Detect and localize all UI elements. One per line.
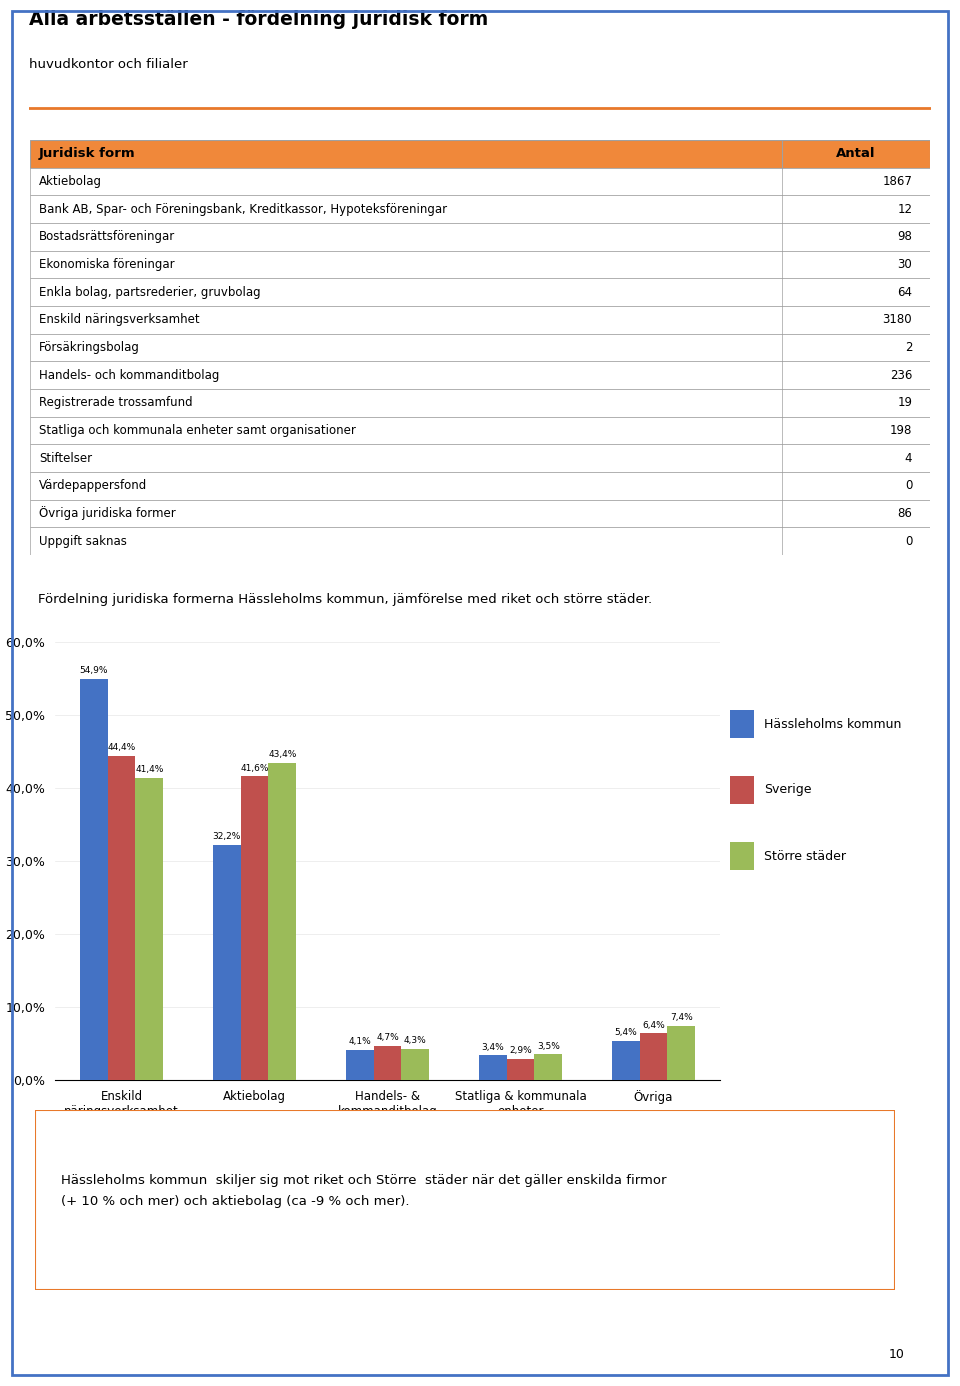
Text: 43,4%: 43,4% — [268, 750, 297, 760]
Text: 10: 10 — [888, 1349, 904, 1361]
Text: 4: 4 — [904, 452, 912, 464]
Bar — [535, 1055, 563, 1080]
Text: 32,2%: 32,2% — [212, 832, 241, 841]
Bar — [30, 389, 930, 417]
Text: Värdepappersfond: Värdepappersfond — [39, 480, 147, 492]
Text: 1867: 1867 — [882, 175, 912, 188]
Bar — [30, 251, 930, 279]
Text: Hässleholms kommun  skiljer sig mot riket och Större  städer när det gäller ensk: Hässleholms kommun skiljer sig mot riket… — [60, 1174, 666, 1209]
Text: Försäkringsbolag: Försäkringsbolag — [39, 341, 140, 353]
Text: Bostadsrättsföreningar: Bostadsrättsföreningar — [39, 230, 176, 244]
Bar — [401, 1049, 429, 1080]
Text: 3,5%: 3,5% — [537, 1042, 560, 1051]
Bar — [108, 755, 135, 1080]
Bar — [80, 679, 108, 1080]
Text: 5,4%: 5,4% — [614, 1028, 636, 1037]
Bar — [30, 279, 930, 306]
Bar — [730, 710, 754, 737]
Text: Registrerade trossamfund: Registrerade trossamfund — [39, 396, 193, 409]
Text: 3,4%: 3,4% — [481, 1042, 504, 1052]
Text: Hässleholms kommun: Hässleholms kommun — [764, 718, 901, 730]
Bar — [212, 845, 241, 1080]
Bar — [373, 1045, 401, 1080]
Text: 41,4%: 41,4% — [135, 765, 163, 773]
Text: Antal: Antal — [836, 147, 876, 161]
Bar — [479, 1055, 507, 1080]
Text: 2: 2 — [904, 341, 912, 353]
Bar — [30, 527, 930, 554]
Bar — [730, 843, 754, 870]
Text: 4,3%: 4,3% — [404, 1035, 427, 1045]
Text: Enkla bolag, partsrederier, gruvbolag: Enkla bolag, partsrederier, gruvbolag — [39, 286, 260, 298]
Bar — [639, 1034, 667, 1080]
Text: Enskild näringsverksamhet: Enskild näringsverksamhet — [39, 313, 200, 326]
Text: Övriga juridiska former: Övriga juridiska former — [39, 506, 176, 521]
Text: 30: 30 — [898, 258, 912, 272]
Bar — [667, 1026, 695, 1080]
Bar — [30, 445, 930, 473]
Text: Bank AB, Spar- och Föreningsbank, Kreditkassor, Hypoteksföreningar: Bank AB, Spar- och Föreningsbank, Kredit… — [39, 202, 447, 216]
Text: 198: 198 — [890, 424, 912, 437]
Text: Ekonomiska föreningar: Ekonomiska föreningar — [39, 258, 175, 272]
Text: Uppgift saknas: Uppgift saknas — [39, 535, 127, 547]
Text: 7,4%: 7,4% — [670, 1013, 693, 1023]
Bar — [30, 168, 930, 195]
Text: 4,7%: 4,7% — [376, 1033, 398, 1042]
Text: 2,9%: 2,9% — [509, 1046, 532, 1055]
Text: 98: 98 — [898, 230, 912, 244]
Text: Alla arbetsställen - fördelning juridisk form: Alla arbetsställen - fördelning juridisk… — [29, 10, 488, 29]
Text: 86: 86 — [898, 507, 912, 520]
Bar — [30, 334, 930, 362]
Text: 4,1%: 4,1% — [348, 1037, 371, 1046]
Text: huvudkontor och filialer: huvudkontor och filialer — [29, 58, 187, 71]
Text: 41,6%: 41,6% — [240, 764, 269, 772]
Bar — [612, 1041, 639, 1080]
Bar — [30, 195, 930, 223]
Bar — [30, 306, 930, 334]
Bar — [346, 1051, 373, 1080]
Text: Juridisk form: Juridisk form — [39, 147, 135, 161]
Bar — [30, 473, 930, 500]
Text: Aktiebolag: Aktiebolag — [39, 175, 102, 188]
Text: 12: 12 — [898, 202, 912, 216]
Text: Sverige: Sverige — [764, 783, 811, 797]
Text: 44,4%: 44,4% — [108, 743, 135, 753]
Text: 0: 0 — [905, 535, 912, 547]
Bar — [30, 417, 930, 445]
Text: 6,4%: 6,4% — [642, 1020, 665, 1030]
Bar — [30, 500, 930, 527]
Bar — [241, 776, 269, 1080]
Bar — [30, 223, 930, 251]
Text: 236: 236 — [890, 369, 912, 381]
Bar — [269, 764, 297, 1080]
Text: Handels- och kommanditbolag: Handels- och kommanditbolag — [39, 369, 220, 381]
Text: 0: 0 — [905, 480, 912, 492]
Text: 54,9%: 54,9% — [80, 667, 108, 675]
Text: Fördelning juridiska formerna Hässleholms kommun, jämförelse med riket och störr: Fördelning juridiska formerna Hässleholm… — [37, 593, 652, 607]
Text: Större städer: Större städer — [764, 850, 846, 862]
Bar — [30, 140, 930, 168]
Text: 3180: 3180 — [882, 313, 912, 326]
Text: 64: 64 — [898, 286, 912, 298]
Text: Statliga och kommunala enheter samt organisationer: Statliga och kommunala enheter samt orga… — [39, 424, 356, 437]
Bar — [135, 778, 163, 1080]
Text: Stiftelser: Stiftelser — [39, 452, 92, 464]
Bar — [507, 1059, 535, 1080]
Bar — [730, 776, 754, 804]
Bar — [30, 362, 930, 389]
Text: 19: 19 — [898, 396, 912, 409]
